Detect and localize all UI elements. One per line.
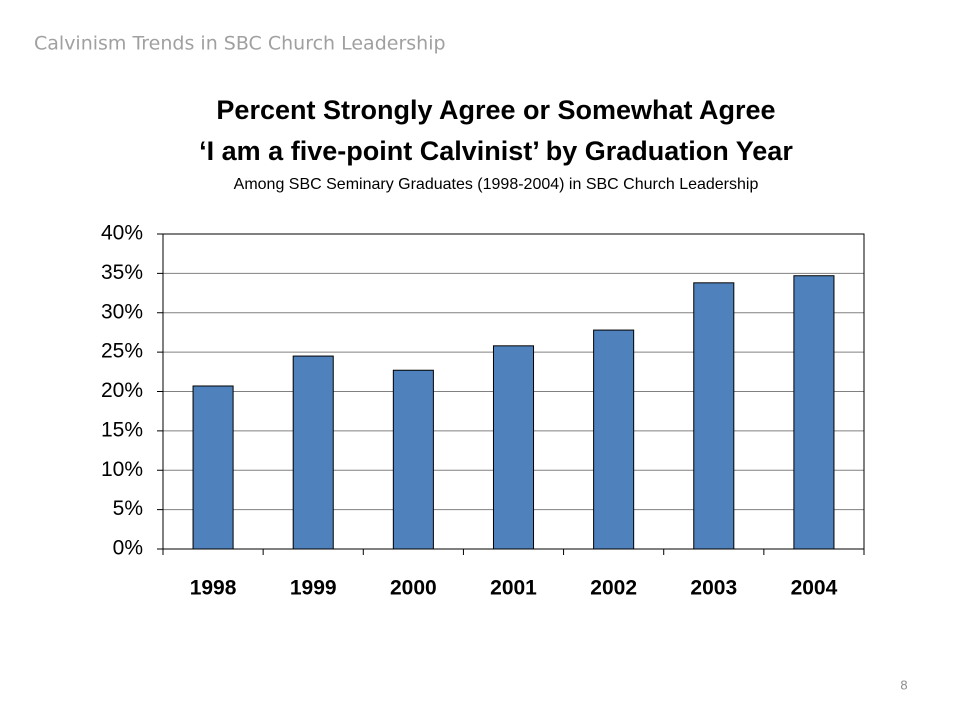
bar (793, 275, 835, 550)
slide-header: Calvinism Trends in SBC Church Leadershi… (34, 33, 446, 55)
x-tick-label: 2000 (390, 577, 437, 600)
bar (192, 385, 234, 550)
chart-title: ‘I am a five-point Calvinist’ by Graduat… (199, 136, 793, 166)
x-tick-label: 2001 (490, 577, 537, 600)
y-tick-label: 20% (101, 379, 143, 402)
x-tick-label: 2004 (791, 577, 838, 600)
chart-subtitle: Among SBC Seminary Graduates (1998-2004)… (234, 176, 759, 193)
bar (693, 282, 735, 550)
x-tick-label: 2003 (690, 577, 737, 600)
x-tick-label: 2002 (590, 577, 637, 600)
y-tick-label: 25% (101, 340, 143, 363)
page-number: 8 (900, 677, 907, 692)
y-tick-label: 30% (101, 300, 143, 323)
bar (292, 355, 334, 550)
x-tick-label: 1998 (190, 577, 237, 600)
x-tick-label: 1999 (290, 577, 337, 600)
y-tick-label: 0% (113, 537, 143, 560)
chart-title: Percent Strongly Agree or Somewhat Agree (216, 95, 775, 125)
y-tick-label: 10% (101, 458, 143, 481)
bar (492, 345, 535, 550)
bar (392, 369, 434, 550)
y-tick-label: 15% (101, 418, 143, 441)
y-tick-label: 5% (113, 497, 143, 520)
y-tick-label: 40% (101, 222, 143, 245)
y-tick-label: 35% (101, 261, 143, 284)
bar (593, 329, 635, 550)
